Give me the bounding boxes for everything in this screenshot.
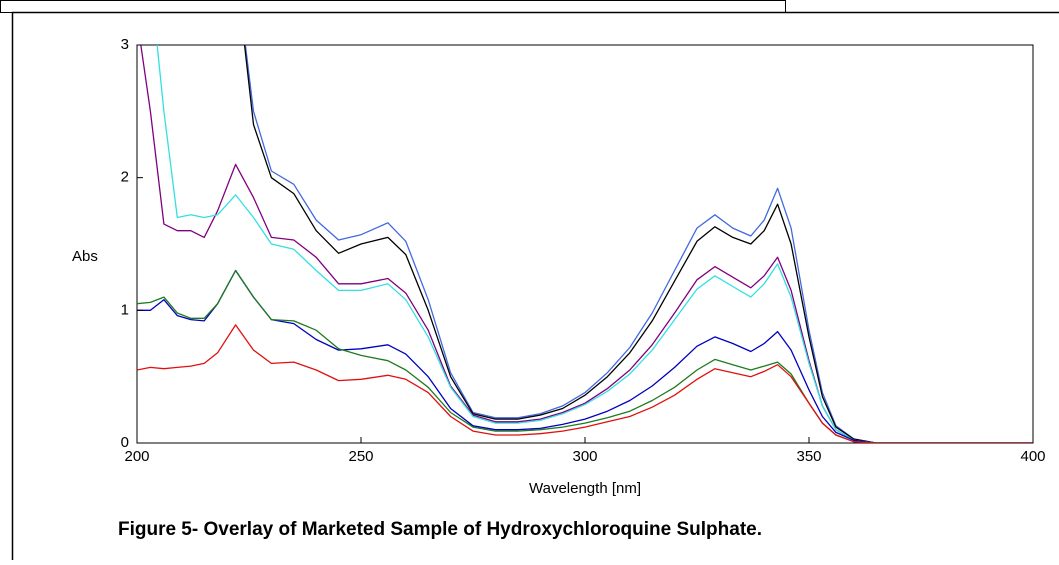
y-tick-label: 1: [121, 301, 129, 318]
top-frame: [1, 1, 786, 13]
chart-title: Figure 5- Overlay of Marketed Sample of …: [118, 519, 762, 540]
y-axis-label: Abs: [72, 248, 98, 265]
spectrum-line: [137, 271, 1033, 444]
figure-frame: [13, 13, 1059, 561]
spectrum-line: [137, 271, 1033, 444]
x-tick-label: 350: [796, 448, 821, 465]
spectrum-line: [236, 0, 1033, 443]
x-axis-label: Wavelength [nm]: [529, 480, 641, 497]
spectrum-line: [137, 0, 1033, 443]
spectrum-line: [137, 19, 1033, 444]
y-tick-label: 2: [121, 169, 129, 186]
plot-lines: [137, 0, 1033, 443]
x-tick-label: 250: [348, 448, 373, 465]
x-tick-label: 400: [1020, 448, 1045, 465]
y-tick-label: 3: [121, 36, 129, 53]
spectrum-line: [137, 325, 1033, 443]
spectrum-line: [236, 0, 1033, 443]
x-tick-label: 300: [572, 448, 597, 465]
x-tick-label: 200: [124, 448, 149, 465]
